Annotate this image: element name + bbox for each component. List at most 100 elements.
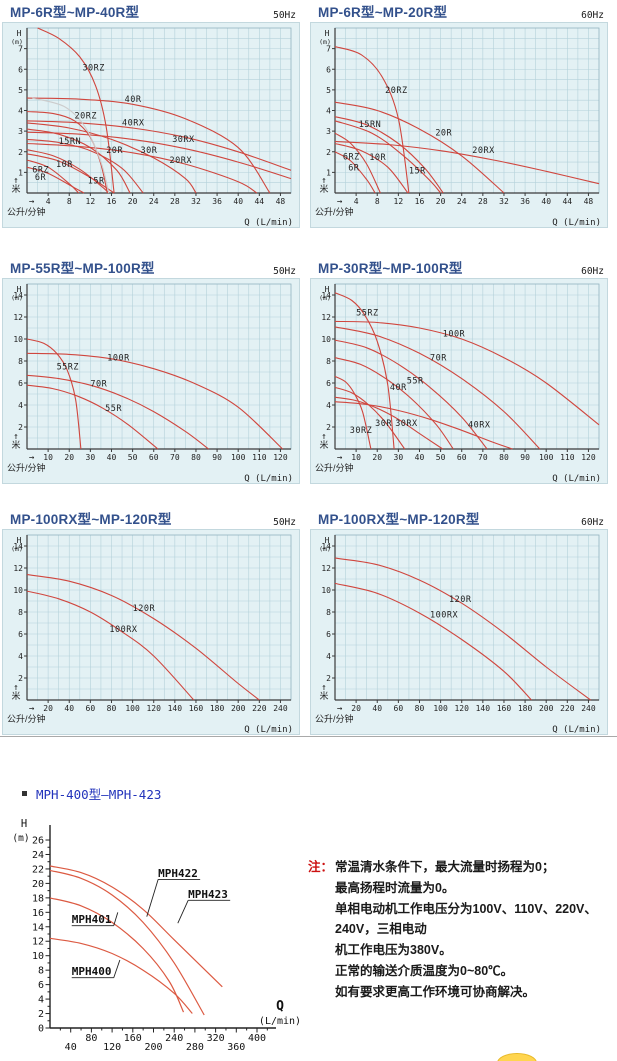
chart-panel: 2 4 6 8 10 12 14 10 20 30 40 50 60 70 80 90 100 110 120 H (m…: [2, 278, 300, 484]
svg-text:12: 12: [321, 313, 331, 322]
svg-text:1: 1: [326, 168, 331, 177]
svg-text:280: 280: [186, 1042, 204, 1053]
svg-text:120R: 120R: [133, 604, 156, 614]
chart-title: MP-30R型~MP-100R型: [318, 261, 463, 276]
notes-block: 注： 常温清水条件下，最大流量时扬程为0； 最高扬程时流量为0。 单相电动机工作电压分…: [308, 857, 617, 1003]
svg-text:55RZ: 55RZ: [356, 308, 378, 318]
svg-text:60: 60: [86, 704, 96, 713]
svg-text:H: H: [17, 536, 22, 545]
svg-text:2: 2: [18, 148, 23, 157]
svg-text:40RX: 40RX: [122, 118, 145, 128]
svg-text:(m): (m): [11, 294, 23, 302]
svg-text:40: 40: [415, 453, 425, 462]
svg-text:7: 7: [18, 45, 23, 54]
svg-text:100: 100: [231, 453, 246, 462]
svg-text:240: 240: [273, 704, 288, 713]
svg-text:(m): (m): [319, 545, 331, 553]
chart-title: MP-55R型~MP-100R型: [10, 261, 155, 276]
svg-text:20RZ: 20RZ: [75, 111, 97, 121]
svg-text:20: 20: [64, 453, 74, 462]
svg-text:4: 4: [38, 995, 44, 1006]
svg-text:15RN: 15RN: [359, 120, 381, 130]
svg-text:360: 360: [227, 1042, 245, 1053]
svg-text:26: 26: [32, 836, 44, 847]
svg-text:4: 4: [326, 401, 331, 410]
svg-text:1: 1: [18, 168, 23, 177]
svg-text:50: 50: [128, 453, 138, 462]
svg-text:14: 14: [32, 922, 44, 933]
svg-text:米: 米: [11, 690, 20, 701]
svg-text:10R: 10R: [56, 160, 73, 170]
svg-text:MPH423: MPH423: [188, 888, 228, 901]
svg-text:→: →: [29, 704, 35, 714]
svg-text:10R: 10R: [369, 153, 386, 163]
svg-text:100R: 100R: [107, 353, 130, 363]
pump-curve-chart: 2 4 6 8 10 12 14 20 40 60 80 100 120 140 160 180 200 220 2…: [7, 534, 293, 734]
svg-text:120: 120: [103, 1042, 121, 1053]
svg-text:30RX: 30RX: [395, 419, 418, 429]
svg-text:2: 2: [326, 674, 331, 683]
svg-text:180: 180: [518, 704, 533, 713]
svg-text:Q (L/min): Q (L/min): [552, 725, 601, 734]
svg-text:14: 14: [321, 291, 331, 300]
svg-text:40R: 40R: [390, 383, 407, 393]
svg-text:8: 8: [18, 608, 23, 617]
svg-text:40: 40: [372, 704, 382, 713]
svg-text:↑: ↑: [321, 683, 326, 693]
svg-text:6: 6: [18, 65, 23, 74]
note-line: 如有要求更高工作环境可协商解决。: [335, 984, 536, 999]
svg-text:12: 12: [394, 197, 404, 206]
svg-text:20RZ: 20RZ: [385, 86, 407, 96]
chart-header: MP-6R型~MP-40R型 50Hz: [2, 3, 302, 21]
svg-text:220: 220: [252, 704, 267, 713]
svg-text:30: 30: [86, 453, 96, 462]
note-line: 240V，三相电动: [335, 922, 427, 937]
svg-text:30R: 30R: [141, 146, 158, 156]
svg-text:公升/分钟: 公升/分钟: [315, 713, 354, 724]
chart-panel: 1 2 3 4 5 6 7 4 8 12 16 20 24 28 32 36 40 44 48 H (m) ↑ 米 → 公升/分…: [2, 22, 300, 228]
svg-text:(m): (m): [11, 38, 23, 46]
svg-text:200: 200: [231, 704, 246, 713]
svg-text:44: 44: [254, 197, 264, 206]
svg-text:6RZ: 6RZ: [32, 165, 49, 175]
mph-series-title[interactable]: MPH-400型—MPH-423: [36, 787, 162, 802]
svg-text:120: 120: [454, 704, 469, 713]
svg-text:55R: 55R: [407, 377, 424, 387]
chart-block-mp6r-40r-50hz: MP-6R型~MP-40R型 50Hz 1 2 3 4 5 6 7 4 8 12 16 20 24 28 3…: [2, 3, 302, 228]
svg-text:3: 3: [326, 127, 331, 136]
svg-text:米: 米: [319, 183, 328, 194]
svg-text:28: 28: [478, 197, 488, 206]
svg-text:6: 6: [18, 630, 23, 639]
yellow-circle-decoration: [497, 1053, 537, 1061]
svg-text:H: H: [325, 536, 330, 545]
svg-text:Q (L/min): Q (L/min): [244, 218, 293, 227]
svg-text:16: 16: [107, 197, 117, 206]
svg-text:10: 10: [32, 951, 44, 962]
svg-text:200: 200: [144, 1042, 162, 1053]
svg-text:15RN: 15RN: [59, 137, 81, 147]
svg-text:200: 200: [539, 704, 554, 713]
svg-text:5: 5: [18, 86, 23, 95]
svg-text:6: 6: [38, 980, 44, 991]
svg-text:↑: ↑: [13, 432, 18, 442]
chart-header: MP-55R型~MP-100R型 50Hz: [2, 259, 302, 277]
svg-text:90: 90: [212, 453, 222, 462]
svg-text:80: 80: [415, 704, 425, 713]
note-line: 单相电动机工作电压分为100V、110V、220V、: [335, 901, 597, 916]
svg-text:80: 80: [191, 453, 201, 462]
svg-text:18: 18: [32, 893, 44, 904]
svg-text:10: 10: [321, 586, 331, 595]
svg-text:80: 80: [499, 453, 509, 462]
svg-text:6: 6: [326, 630, 331, 639]
svg-text:10: 10: [351, 453, 361, 462]
svg-text:120R: 120R: [449, 595, 472, 605]
svg-text:8: 8: [38, 966, 44, 977]
svg-text:40: 40: [107, 453, 117, 462]
chart-block-mp30r-100r-60hz: MP-30R型~MP-100R型 60Hz 2 4 6 8 10 12 14 10 20 30 40…: [310, 259, 610, 484]
chart-title: MP-6R型~MP-40R型: [10, 5, 140, 20]
svg-text:12: 12: [13, 564, 23, 573]
svg-text:24: 24: [457, 197, 467, 206]
